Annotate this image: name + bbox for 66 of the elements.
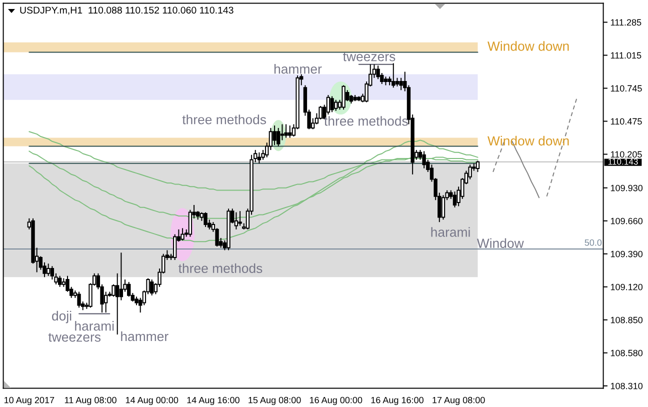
annotation: three methods: [324, 116, 408, 126]
candlestick: [342, 84, 346, 110]
chart-title: USDJPY.m,H1 110.088 110.152 110.060 110.143: [20, 6, 234, 15]
candlestick: [280, 124, 284, 141]
candlestick: [284, 124, 288, 138]
y-tick-label: 109.120: [610, 284, 643, 290]
annotation: tweezers: [343, 52, 396, 62]
annotation: three methods: [182, 114, 266, 124]
y-tick-label: 108.310: [610, 382, 643, 390]
candlestick: [468, 164, 472, 180]
candlestick: [46, 263, 50, 276]
candlestick: [399, 77, 403, 91]
ref-line-label: 110.143: [608, 158, 638, 165]
y-tick-label: 108.850: [610, 316, 643, 324]
annotation: hammer: [121, 331, 168, 342]
y-tick-label: 111.285: [610, 19, 642, 26]
candlestick: [288, 125, 292, 138]
annotation: doji: [52, 310, 72, 324]
annotation: harami: [75, 321, 114, 331]
y-tick-label: 110.475: [610, 118, 642, 125]
y-tick-label: 109.390: [610, 250, 643, 258]
candlestick: [204, 212, 208, 228]
annotation: hammer: [274, 64, 322, 74]
candlestick: [326, 94, 330, 116]
band-label: Window down: [488, 136, 569, 146]
candlestick: [150, 279, 154, 296]
candlestick: [476, 160, 480, 172]
candlestick: [50, 266, 54, 280]
candlestick: [392, 62, 396, 88]
candlestick: [234, 212, 238, 230]
annotation: 50.0: [584, 239, 602, 246]
candlestick: [119, 252, 124, 301]
x-tick-label: 17 Aug 08:00: [432, 396, 485, 406]
candlestick: [112, 284, 116, 298]
candlestick: [58, 275, 62, 288]
x-tick-label: 11 Aug 08:00: [64, 396, 116, 406]
y-tick-label: 109.930: [610, 184, 643, 192]
annotation: harami: [431, 227, 470, 237]
y-tick-label: 110.205: [610, 151, 642, 158]
y-tick-label: 110.745: [610, 85, 642, 92]
x-tick-label: 16 Aug 16:00: [371, 396, 424, 406]
band-label: Window down: [488, 41, 569, 51]
candlestick: [238, 210, 242, 226]
candlestick: [330, 96, 334, 113]
x-tick-label: 14 Aug 16:00: [187, 396, 240, 406]
annotation: tweezers: [48, 333, 101, 342]
annotation: three methods: [178, 263, 262, 274]
candlestick: [272, 125, 276, 146]
candlestick: [127, 281, 131, 298]
x-tick-label: 15 Aug 08:00: [248, 396, 301, 406]
candlestick: [276, 127, 280, 147]
candlestick: [77, 291, 81, 308]
candlestick: [422, 150, 426, 169]
candlestick: [376, 65, 380, 80]
y-tick-label: 109.660: [610, 218, 643, 224]
candlestick: [334, 99, 338, 112]
candlestick: [173, 234, 177, 260]
candlestick: [188, 209, 192, 238]
y-tick-label: 108.580: [610, 350, 643, 356]
y-tick-label: 111.015: [610, 52, 642, 59]
candlestick: [441, 194, 446, 220]
x-tick-label: 16 Aug 00:00: [310, 396, 362, 406]
candlestick: [180, 228, 184, 241]
annotation: Window: [476, 238, 524, 248]
x-tick-label: 14 Aug 00:00: [126, 396, 178, 406]
x-tick-label: 10 Aug 2017: [4, 396, 54, 406]
